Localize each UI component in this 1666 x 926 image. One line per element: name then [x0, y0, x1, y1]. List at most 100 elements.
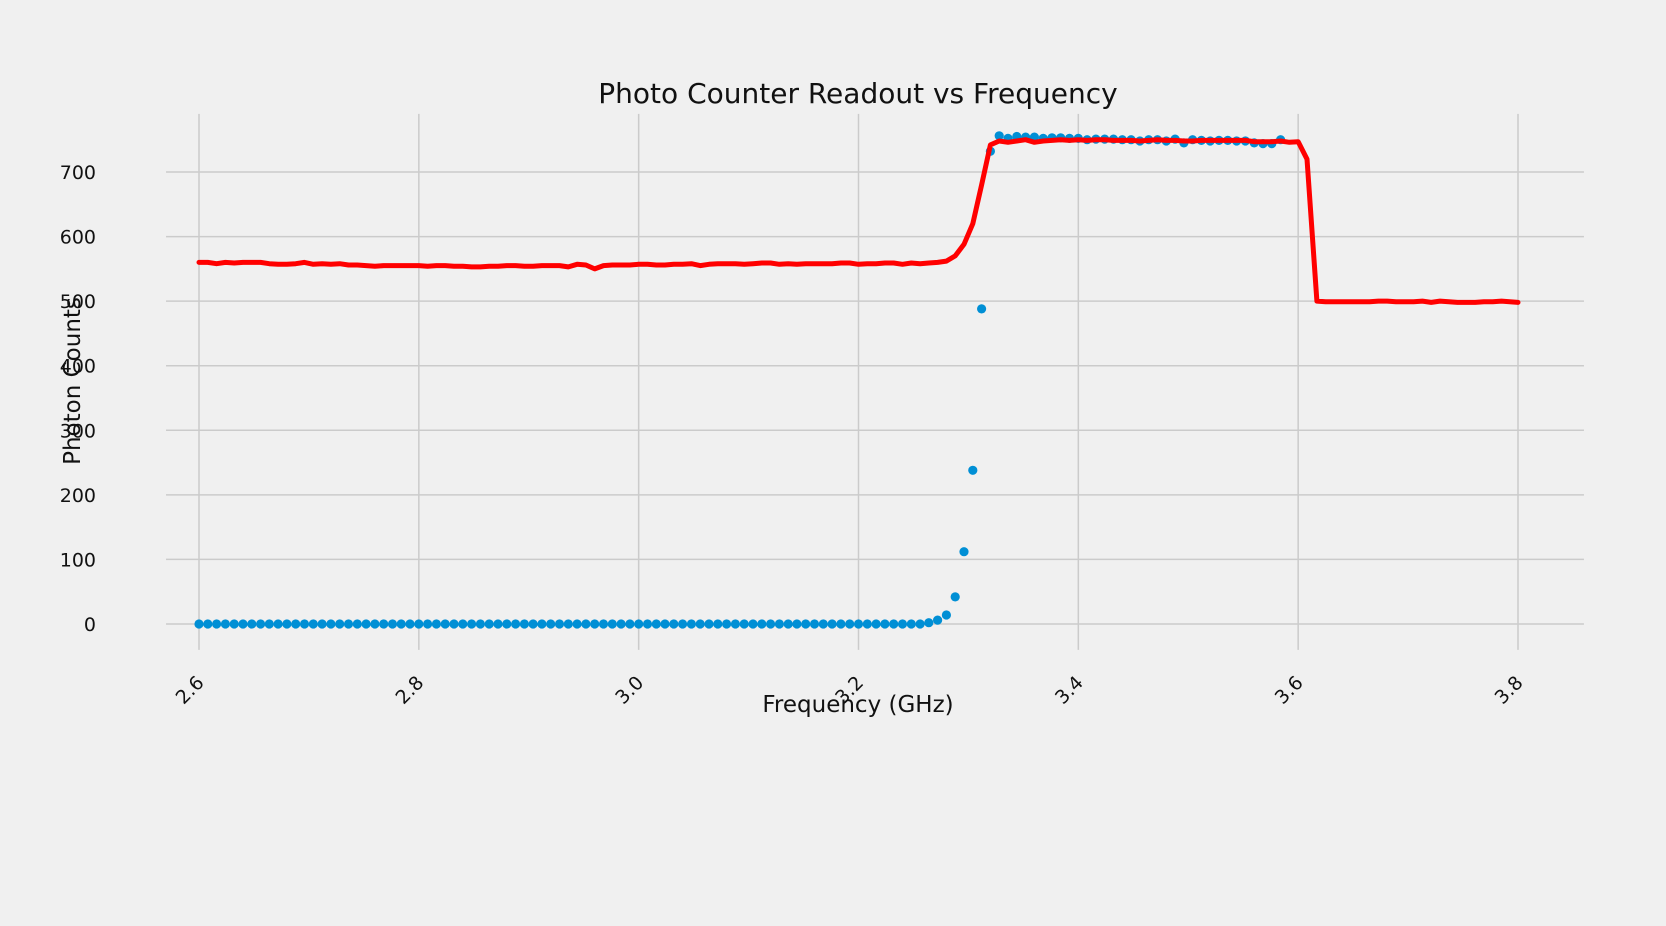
data-point [783, 619, 793, 629]
data-point [669, 619, 679, 629]
data-point [220, 619, 230, 629]
data-point [906, 619, 916, 629]
data-point [352, 619, 362, 629]
data-point [774, 619, 785, 629]
data-point [915, 619, 925, 629]
data-point [256, 619, 266, 629]
data-point [546, 619, 556, 629]
data-point [212, 619, 222, 629]
data-point [405, 619, 415, 629]
data-point [449, 619, 459, 629]
data-point [247, 619, 257, 629]
data-point [686, 619, 697, 629]
data-point [528, 619, 538, 629]
data-point [581, 619, 591, 629]
data-point [607, 619, 617, 629]
data-point [818, 619, 828, 629]
data-point [229, 619, 239, 629]
data-point [757, 619, 767, 629]
data-point [977, 304, 987, 314]
data-point [933, 615, 943, 625]
data-point [572, 619, 582, 629]
data-point [739, 619, 749, 629]
y-axis-label: Photon Counts [60, 297, 86, 465]
data-point [510, 619, 521, 629]
data-point [396, 619, 406, 629]
y-tick-label: 500 [60, 291, 96, 313]
data-point [467, 619, 477, 629]
data-point [414, 619, 424, 629]
data-point [484, 619, 494, 629]
data-point [678, 619, 688, 629]
data-point [343, 619, 354, 629]
plot-area [194, 131, 1521, 629]
data-point [440, 619, 450, 629]
x-axis-label: Frequency (GHz) [762, 692, 953, 718]
chart-title: Photo Counter Readout vs Frequency [598, 77, 1117, 110]
tick-labels: 2.6 2.8 3.0 3.2 3.4 3.6 3.80100200300400500600… [60, 162, 1528, 709]
data-point [379, 619, 389, 629]
data-point [941, 610, 952, 620]
data-point [625, 619, 635, 629]
data-point [836, 619, 846, 629]
y-tick-label: 0 [84, 614, 96, 636]
data-point [862, 619, 872, 629]
data-point [493, 619, 503, 629]
data-point [660, 619, 670, 629]
y-tick-label: 200 [60, 485, 96, 507]
data-point [959, 547, 969, 557]
data-point [554, 619, 565, 629]
data-point [730, 619, 741, 629]
y-tick-label: 400 [60, 356, 96, 378]
data-point [361, 619, 371, 629]
data-point [282, 619, 292, 629]
data-point [950, 592, 960, 602]
data-point [722, 619, 732, 629]
data-point [651, 619, 661, 629]
data-point [598, 619, 609, 629]
data-point [801, 619, 811, 629]
series-line [196, 137, 1521, 305]
data-point [871, 619, 881, 629]
data-point [238, 619, 248, 629]
data-point [968, 465, 978, 475]
data-point [317, 619, 327, 629]
data-point [897, 619, 908, 629]
data-point [458, 619, 468, 629]
data-point [326, 619, 336, 629]
data-point [827, 619, 837, 629]
y-tick-label: 700 [60, 162, 96, 184]
data-point [291, 619, 301, 629]
data-point [308, 619, 318, 629]
data-point [704, 619, 714, 629]
data-point [809, 619, 820, 629]
data-point [423, 619, 433, 629]
data-point [845, 619, 855, 629]
data-point [194, 619, 204, 629]
data-point [264, 619, 274, 629]
data-point [853, 619, 864, 629]
data-point [299, 619, 310, 629]
data-point [273, 619, 283, 629]
data-point [335, 619, 345, 629]
data-point [695, 619, 705, 629]
data-point [590, 619, 600, 629]
data-point [616, 619, 626, 629]
data-point [563, 619, 573, 629]
y-tick-label: 100 [60, 549, 96, 571]
data-point [880, 619, 890, 629]
y-tick-label: 300 [60, 420, 96, 442]
data-point [766, 619, 776, 629]
data-point [748, 619, 758, 629]
y-tick-label: 600 [60, 227, 96, 249]
data-point [203, 619, 213, 629]
data-point [537, 619, 547, 629]
data-point [431, 619, 441, 629]
data-point [370, 619, 380, 629]
data-point [924, 618, 934, 628]
data-point [475, 619, 485, 629]
data-point [519, 619, 530, 629]
data-point [994, 131, 1004, 141]
